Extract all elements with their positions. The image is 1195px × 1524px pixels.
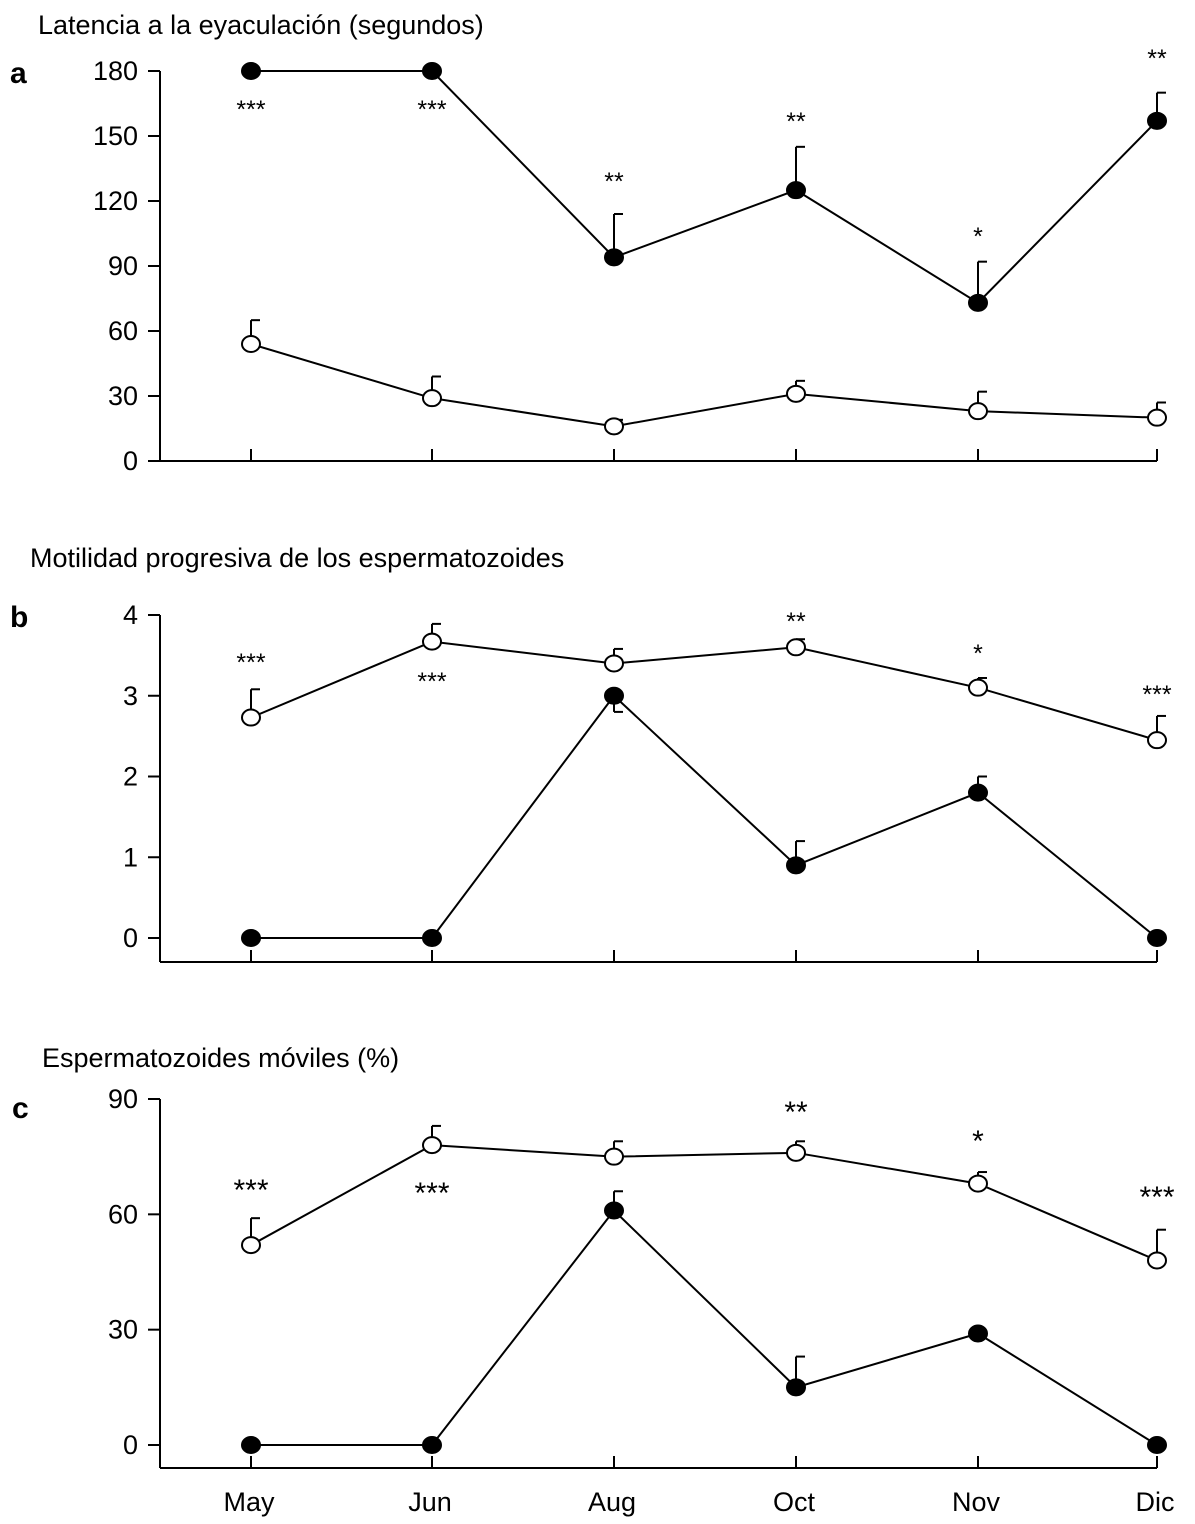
y-tick-label: 3	[123, 681, 138, 711]
open-point	[786, 384, 806, 403]
significance-label: **	[604, 168, 624, 196]
x-tick-label: Jun	[408, 1487, 452, 1517]
panel-letter: b	[10, 601, 28, 634]
y-tick-label: 0	[123, 446, 138, 476]
x-tick-label: Nov	[952, 1487, 1001, 1517]
x-tick-label: Aug	[588, 1487, 636, 1517]
x-tick-label: Dic	[1136, 1487, 1175, 1517]
open-point	[1147, 1251, 1167, 1270]
open-point	[422, 1136, 442, 1155]
filled-point	[604, 248, 624, 267]
y-tick-label: 0	[123, 923, 138, 953]
panel-title: Motilidad progresiva de los espermatozoi…	[30, 543, 564, 573]
series-line	[250, 343, 1158, 428]
filled-point	[1147, 111, 1167, 130]
filled-point	[1147, 929, 1167, 947]
significance-label: ***	[417, 96, 446, 124]
y-tick-label: 60	[108, 1199, 138, 1229]
significance-label: **	[786, 108, 806, 136]
open-point	[604, 1147, 624, 1166]
open-point	[786, 1143, 806, 1162]
filled-point	[241, 929, 261, 947]
y-tick-label: 180	[93, 56, 138, 86]
significance-label: *	[973, 223, 983, 251]
open-point	[1147, 408, 1167, 427]
significance-label: ***	[1139, 1181, 1174, 1214]
significance-label: ***	[1142, 681, 1171, 709]
open-point	[241, 708, 261, 727]
open-point	[968, 402, 988, 421]
open-point	[422, 632, 442, 651]
y-tick-label: 60	[108, 316, 138, 346]
significance-label: ***	[417, 668, 446, 696]
open-point	[241, 1236, 261, 1255]
panel-title: Espermatozoides móviles (%)	[42, 1043, 399, 1073]
significance-label: **	[784, 1096, 808, 1129]
filled-point	[1147, 1436, 1167, 1454]
filled-point	[968, 293, 988, 312]
panel-title: Latencia a la eyaculación (segundos)	[38, 10, 484, 40]
series-line	[250, 640, 1158, 742]
filled-point	[604, 686, 624, 705]
significance-label: **	[786, 608, 806, 636]
filled-point	[968, 1324, 988, 1343]
significance-label: ***	[414, 1177, 449, 1210]
filled-point	[241, 1436, 261, 1454]
significance-label: ***	[236, 649, 265, 677]
y-tick-label: 30	[108, 1315, 138, 1345]
series-line	[251, 694, 1158, 939]
series-line	[251, 70, 1158, 305]
significance-label: *	[972, 1125, 984, 1158]
filled-point	[422, 62, 442, 80]
open-point	[1147, 731, 1167, 750]
x-tick-label: May	[223, 1487, 275, 1517]
panel-letter: c	[12, 1092, 29, 1125]
series-line	[251, 1208, 1158, 1446]
x-tick-label: Oct	[773, 1487, 816, 1517]
filled-point	[422, 1436, 442, 1454]
series-line	[250, 1144, 1158, 1262]
open-point	[968, 678, 988, 697]
significance-label: *	[973, 640, 983, 668]
filled-point	[422, 929, 442, 947]
y-tick-label: 4	[123, 600, 138, 630]
filled-point	[786, 181, 806, 200]
y-tick-label: 2	[123, 762, 138, 792]
significance-label: ***	[233, 1174, 268, 1207]
open-point	[241, 335, 261, 353]
filled-point	[241, 62, 261, 80]
open-point	[422, 389, 442, 408]
significance-label: **	[1147, 45, 1167, 73]
filled-point	[968, 783, 988, 802]
significance-label: ***	[236, 96, 265, 124]
y-tick-label: 90	[108, 1084, 138, 1114]
open-point	[604, 654, 624, 673]
y-tick-label: 0	[123, 1430, 138, 1460]
y-tick-label: 120	[93, 186, 138, 216]
filled-point	[786, 856, 806, 875]
filled-point	[604, 1201, 624, 1220]
filled-point	[786, 1378, 806, 1397]
open-point	[786, 638, 806, 657]
y-tick-label: 90	[108, 251, 138, 281]
y-tick-label: 1	[123, 842, 138, 872]
y-tick-label: 150	[93, 121, 138, 151]
panel-letter: a	[10, 57, 27, 90]
y-tick-label: 30	[108, 381, 138, 411]
open-point	[968, 1174, 988, 1193]
open-point	[604, 417, 624, 436]
